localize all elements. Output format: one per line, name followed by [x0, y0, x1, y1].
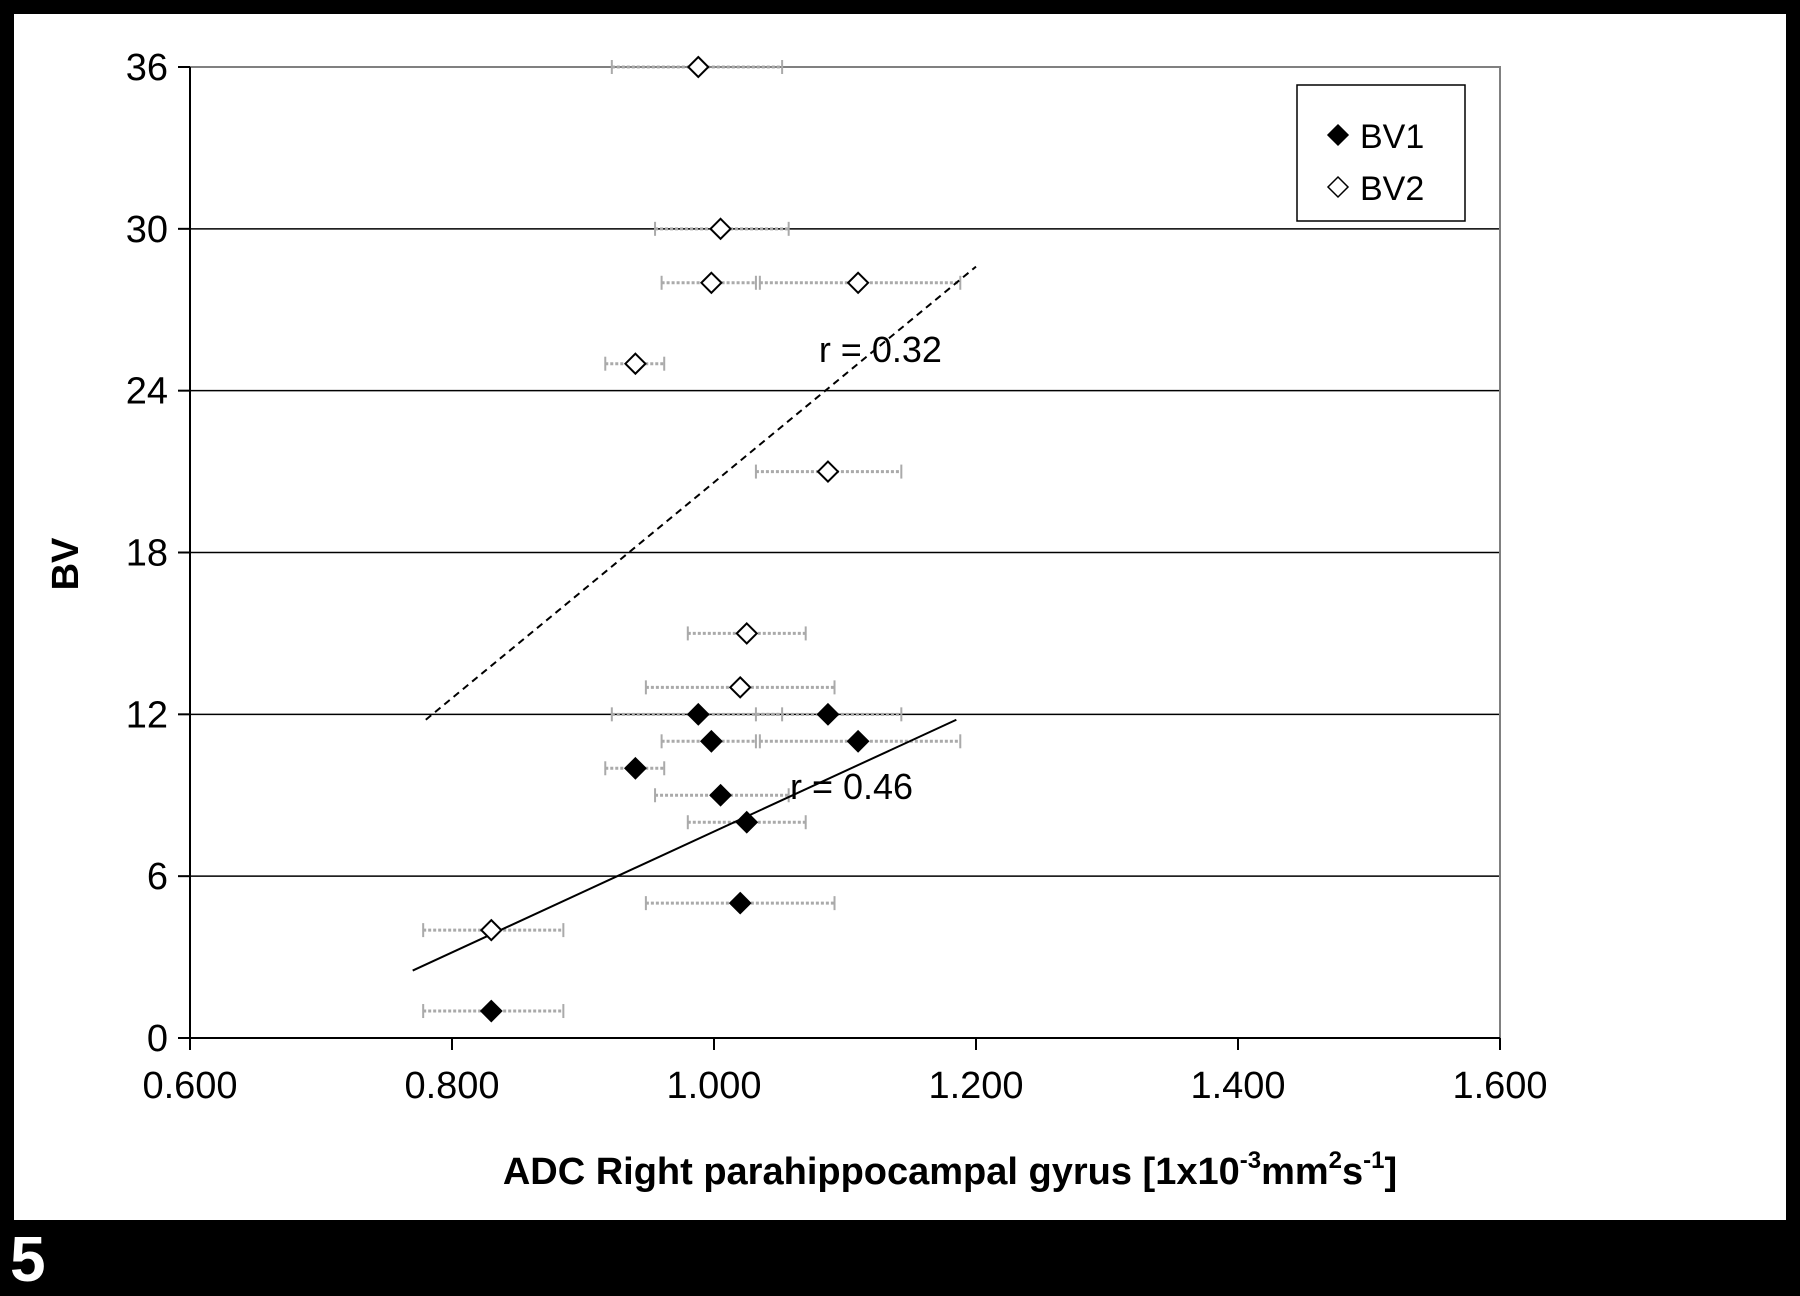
trendline-bv1 [412, 718, 957, 972]
x-tick-label: 1.000 [666, 1065, 761, 1107]
error-bars [422, 60, 962, 1019]
x-tick-label: 1.600 [1452, 1065, 1547, 1107]
x-tick-label: 1.200 [928, 1065, 1023, 1107]
x-axis-title: ADC Right parahippocampal gyrus [1x10-3m… [503, 1147, 1397, 1193]
figure-panel: 0 6 12 18 24 30 36 0.600 0.800 1.000 1.200 1.400 1.6… [14, 14, 1786, 1220]
x-axis-title-end: ] [1385, 1151, 1398, 1193]
x-axis-title-base: ADC Right parahippocampal gyrus [1x10 [503, 1151, 1240, 1193]
trendline-bv2 [425, 265, 977, 721]
y-axis-title: BV [45, 537, 87, 590]
data-point-bv1 [846, 729, 870, 753]
data-point-bv2 [709, 217, 732, 241]
data-point-bv1 [735, 810, 759, 834]
legend-marker-bv1 [1326, 123, 1350, 147]
annotations: r = 0.46 r = 0.32 [790, 329, 942, 807]
correlation-label-bv1: r = 0.46 [790, 766, 913, 807]
correlation-label-bv2: r = 0.32 [819, 329, 942, 370]
legend-marker-bv2 [1326, 175, 1350, 199]
legend-label-bv2: BV2 [1360, 170, 1424, 208]
data-points [479, 55, 870, 1023]
y-tick-label: 0 [147, 1018, 168, 1060]
x-axis-title-mid2: s [1342, 1151, 1363, 1193]
x-tick-label: 1.400 [1190, 1065, 1285, 1107]
x-axis-title-mid: mm [1261, 1151, 1329, 1193]
data-point-bv1 [686, 702, 710, 726]
x-axis-title-sup1: -3 [1240, 1147, 1261, 1174]
y-tick-label: 30 [126, 209, 168, 251]
y-tick-label: 12 [126, 694, 168, 736]
data-point-bv2 [686, 55, 710, 79]
data-point-bv2 [846, 271, 870, 295]
x-tick-label: 0.800 [404, 1065, 499, 1107]
y-tick-label: 18 [126, 533, 168, 575]
x-axis-title-sup2: 2 [1329, 1147, 1342, 1174]
data-point-bv1 [816, 702, 840, 726]
y-tick-label: 36 [126, 47, 168, 89]
data-point-bv2 [623, 352, 647, 376]
data-point-bv1 [699, 729, 723, 753]
data-point-bv1 [479, 999, 503, 1023]
data-point-bv2 [699, 271, 723, 295]
data-point-bv1 [623, 756, 647, 780]
y-tick-label: 24 [126, 371, 168, 413]
y-tick-label: 6 [147, 856, 168, 898]
data-point-bv2 [479, 918, 503, 942]
trendlines [412, 265, 977, 972]
data-point-bv2 [728, 675, 752, 699]
x-tick-label: 0.600 [142, 1065, 237, 1107]
figure-number: 5 [10, 1223, 46, 1295]
scatter-chart: 0 6 12 18 24 30 36 0.600 0.800 1.000 1.200 1.400 1.6… [45, 47, 1548, 1193]
data-point-bv2 [735, 622, 759, 645]
data-point-bv2 [816, 460, 840, 483]
legend-label-bv1: BV1 [1360, 118, 1424, 156]
data-point-bv1 [709, 783, 732, 807]
legend-box [1296, 84, 1466, 222]
data-point-bv1 [728, 891, 752, 915]
legend: BV1 BV2 [1296, 84, 1466, 222]
x-axis-title-sup3: -1 [1363, 1147, 1384, 1174]
axes: 0 6 12 18 24 30 36 0.600 0.800 1.000 1.200 1.400 1.6… [126, 47, 1548, 1107]
